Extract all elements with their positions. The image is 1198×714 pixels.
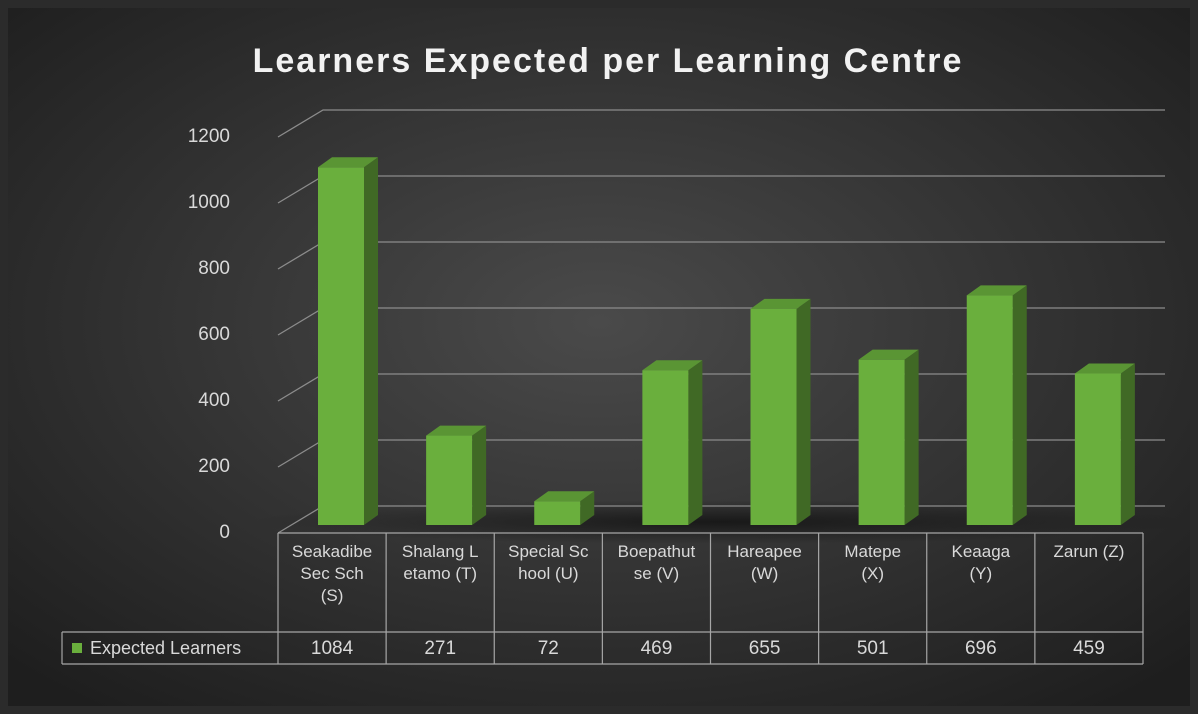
table-value: 696 [965,638,997,659]
bar-top [426,425,487,436]
bar-side [472,425,487,525]
bar-side [1012,285,1027,525]
category-cell: Hareapee (W) [727,542,802,583]
bar-top [750,298,811,309]
grid-line [277,109,1165,138]
bar-side [1120,363,1135,525]
y-tick-label: 1000 [188,192,230,213]
chart-title: Learners Expected per Learning Centre [253,42,964,80]
category-cell: Matepe (X) [844,542,902,583]
y-tick-label: 200 [198,456,230,477]
category-cell: Keaaga (Y) [951,542,1011,583]
bar-top [858,349,919,360]
legend-label: Expected Learners [90,638,241,658]
bar [750,308,797,525]
bar-top [318,157,378,168]
y-tick-label: 1200 [188,126,230,147]
bar [966,295,1013,525]
bar-side [364,157,378,525]
legend-swatch [72,643,82,653]
bar-side [796,298,811,525]
y-tick-label: 600 [198,324,230,345]
category-cell: Seakadibe Sec Sch (S) [291,542,373,605]
table-value: 459 [1073,638,1105,659]
x-tick-label: Seakadibe Sec Sch (S) [291,542,373,605]
table-value: 271 [424,638,456,659]
x-tick-label: Hareapee (W) [727,542,802,583]
bar [1074,373,1121,525]
bar [642,370,689,525]
table-value: 501 [857,638,889,659]
category-cell: Special School (U) [508,542,589,583]
category-cell: Shalang Letamo (T) [401,542,479,583]
x-tick-label: Matepe (X) [844,542,902,583]
category-cell: Zarun (Z) [1053,542,1125,561]
table-value: 72 [538,638,559,659]
y-tick-label: 800 [198,258,230,279]
bar-top [534,491,595,502]
bar-side [688,360,703,525]
x-tick-label: Shalang Letamo (T) [401,542,479,583]
table-value: 469 [641,638,673,659]
bar-side [580,491,595,525]
bar-side [904,349,919,525]
x-tick-label: Boepathutse (V) [617,542,696,583]
y-tick-label: 0 [219,522,230,543]
x-tick-label: Keaaga (Y) [951,542,1011,583]
x-tick-label: Special School (U) [508,542,589,583]
bar [426,435,473,525]
table-value: 1084 [311,638,354,659]
table-value: 655 [749,638,781,659]
y-tick-label: 400 [198,390,230,411]
category-cell: Boepathutse (V) [617,542,696,583]
x-tick-label: Zarun (Z) [1053,542,1125,561]
bar [534,501,581,525]
bar [318,167,364,525]
bar [858,359,905,525]
bar-top [642,360,703,371]
bar-top [1074,363,1135,374]
bar-top [966,285,1027,296]
